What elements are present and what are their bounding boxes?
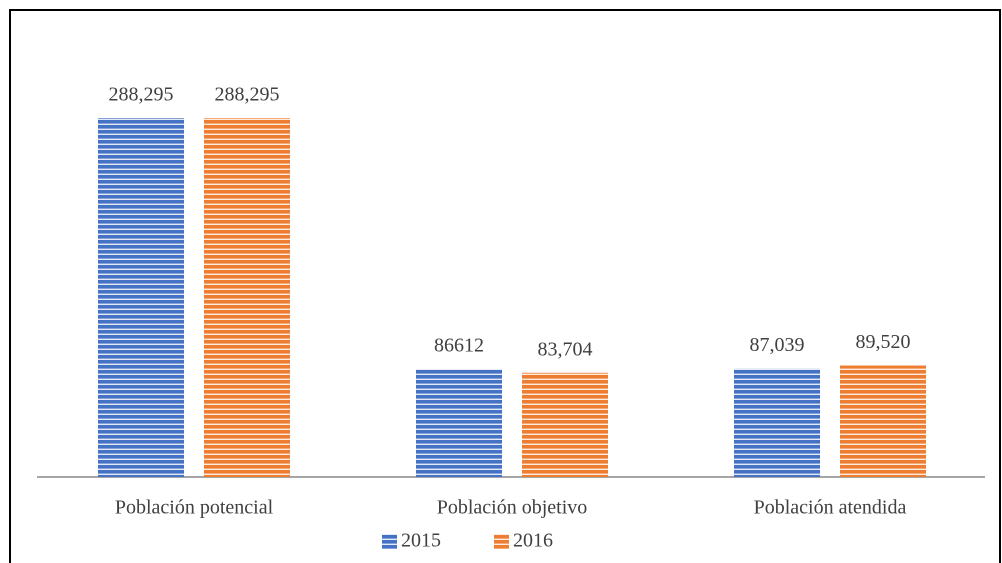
bar	[416, 369, 502, 477]
bar	[522, 372, 608, 477]
bar	[840, 365, 926, 477]
data-label: 288,295	[215, 84, 280, 106]
bar	[734, 368, 820, 477]
x-tick-label: Población atendida	[754, 497, 907, 519]
data-label: 87,039	[750, 334, 805, 356]
data-label: 288,295	[109, 84, 174, 106]
legend-label: 2015	[401, 530, 441, 552]
bar	[204, 118, 290, 477]
frame	[9, 9, 1001, 563]
legend-swatch	[382, 534, 397, 549]
data-label: 86612	[434, 335, 484, 357]
x-tick-label: Población potencial	[115, 497, 274, 519]
bar	[98, 118, 184, 477]
x-tick-label: Población objetivo	[437, 497, 588, 519]
legend-label: 2016	[513, 530, 553, 552]
data-label: 83,704	[538, 338, 593, 360]
legend-swatch	[494, 534, 509, 549]
data-label: 89,520	[856, 331, 911, 353]
